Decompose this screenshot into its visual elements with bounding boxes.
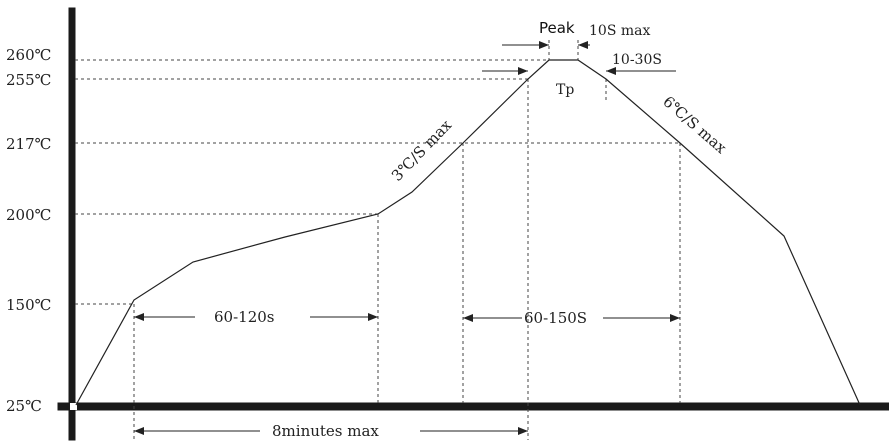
tp-arrowhead-left [518, 67, 528, 75]
total-arrowhead-right [518, 427, 528, 435]
total-arrowhead-left [134, 427, 144, 435]
ylabel-25: 25℃ [6, 397, 42, 415]
ylabel-255: 255℃ [6, 71, 51, 89]
above217-arrowhead-left [463, 314, 473, 322]
y-axis [68, 7, 76, 441]
ylabel-200: 200℃ [6, 206, 51, 224]
tp-window-label: 10-30S [612, 52, 662, 68]
ylabel-150: 150℃ [6, 296, 51, 314]
profile-curve [75, 59, 861, 406]
peak-arrowhead-left [539, 41, 549, 49]
peak-label: Peak [539, 19, 575, 37]
above217-arrowhead-right [670, 314, 680, 322]
peak-arrowhead-right [578, 41, 588, 49]
peak-time-label: 10S max [589, 23, 650, 39]
total-label: 8minutes max [272, 422, 379, 440]
tp-arrowhead-right [606, 67, 616, 75]
ramp-down-label: 6℃/S max [659, 92, 730, 157]
ramp-up-label: 3℃/S max [388, 116, 456, 185]
soak-label: 60-120s [214, 308, 274, 326]
ylabel-260: 260℃ [6, 46, 51, 64]
origin-marker [70, 403, 77, 410]
tp-label: Tp [556, 82, 574, 98]
x-axis [57, 402, 889, 411]
ylabel-217: 217℃ [6, 135, 51, 153]
above217-label: 60-150S [524, 309, 587, 327]
soak-arrowhead-right [368, 313, 378, 321]
soak-arrowhead-left [134, 313, 144, 321]
